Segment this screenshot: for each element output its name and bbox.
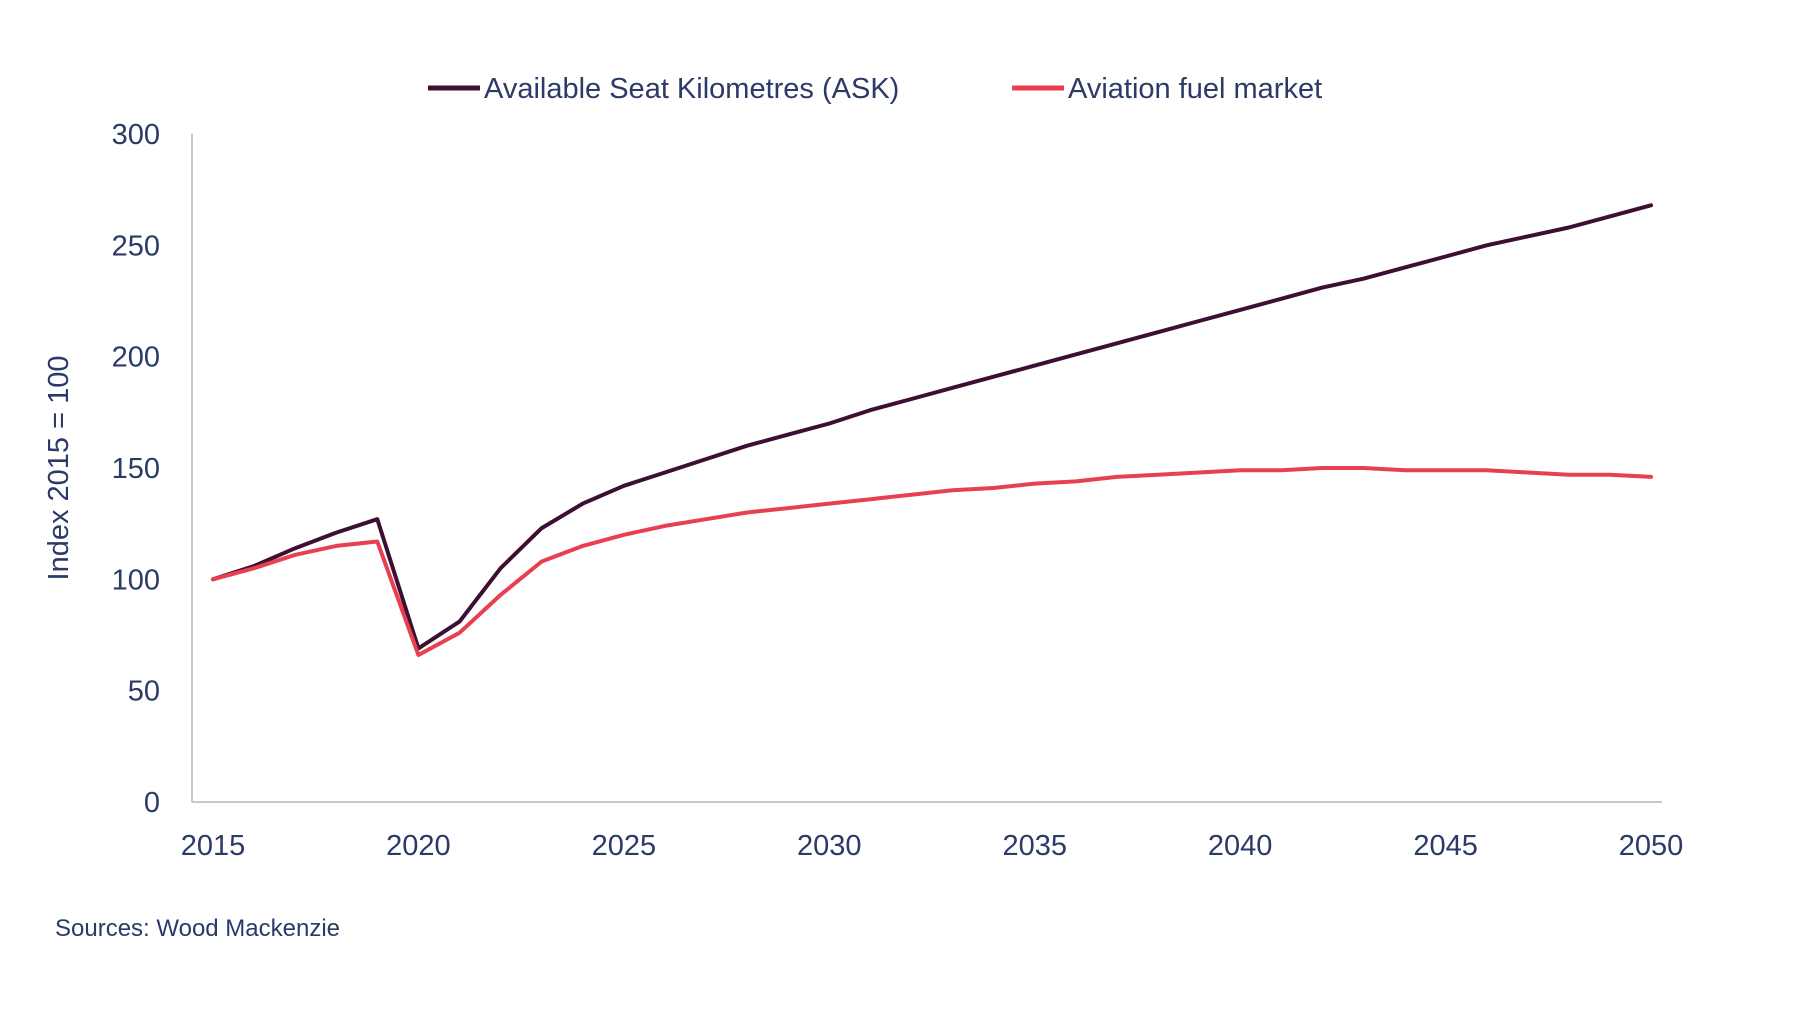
y-tick-label: 50 (128, 676, 160, 708)
y-tick-label: 200 (112, 342, 160, 374)
series-line-ask (211, 203, 1653, 651)
x-tick-label: 2015 (181, 830, 246, 862)
legend-label: Available Seat Kilometres (ASK) (484, 73, 899, 105)
x-tick-label: 2040 (1208, 830, 1273, 862)
source-note: Sources: Wood Mackenzie (55, 915, 341, 942)
y-axis-ticks: 0 50 100 150 200 250 300 (112, 119, 160, 819)
chart-legend: Available Seat Kilometres (ASK) Aviation … (428, 73, 1322, 105)
legend-label: Aviation fuel market (1068, 73, 1322, 105)
x-tick-label: 2035 (1002, 830, 1067, 862)
series-line-aviation-fuel (211, 466, 1653, 657)
legend-item-ask: Available Seat Kilometres (ASK) (428, 73, 899, 105)
x-tick-label: 2020 (386, 830, 451, 862)
y-tick-label: 150 (112, 453, 160, 485)
x-tick-label: 2050 (1619, 830, 1684, 862)
x-tick-label: 2025 (592, 830, 657, 862)
x-tick-label: 2030 (797, 830, 862, 862)
y-tick-label: 300 (112, 119, 160, 151)
x-axis-ticks: 2015 2020 2025 2030 2035 2040 2045 2050 (181, 830, 1684, 862)
legend-item-aviation-fuel: Aviation fuel market (1012, 73, 1322, 105)
y-tick-label: 250 (112, 230, 160, 262)
series-lines (211, 203, 1653, 657)
x-tick-label: 2045 (1413, 830, 1478, 862)
y-axis-title: Index 2015 = 100 (43, 356, 75, 581)
y-tick-label: 100 (112, 564, 160, 596)
y-tick-label: 0 (144, 787, 160, 819)
